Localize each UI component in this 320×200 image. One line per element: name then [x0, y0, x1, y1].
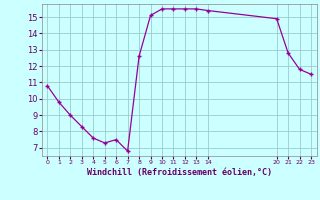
X-axis label: Windchill (Refroidissement éolien,°C): Windchill (Refroidissement éolien,°C)	[87, 168, 272, 177]
